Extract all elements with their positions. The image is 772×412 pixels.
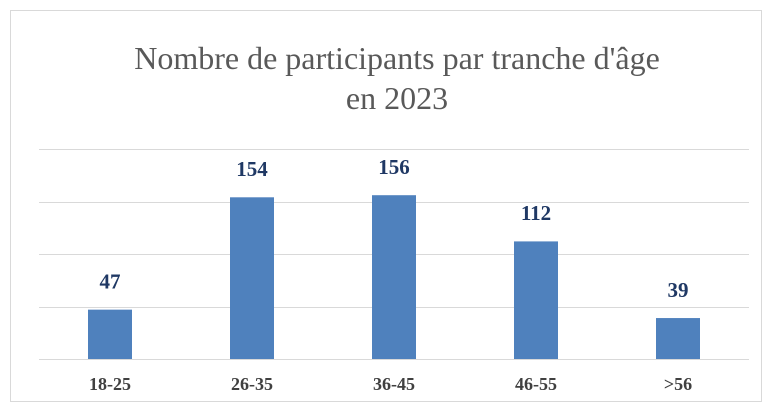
- x-tick-label: 46-55: [515, 374, 557, 394]
- bar: [230, 197, 274, 359]
- value-label: 112: [521, 201, 551, 225]
- bar: [372, 195, 416, 359]
- x-tick-label: 26-35: [231, 374, 273, 394]
- x-tick-label: 36-45: [373, 374, 415, 394]
- bar: [514, 241, 558, 359]
- x-tick-label: 18-25: [89, 374, 131, 394]
- x-tick-label: >56: [664, 374, 692, 394]
- bar: [88, 309, 132, 359]
- value-label: 156: [378, 155, 410, 179]
- chart-title: Nombre de participants par tranche d'âge…: [134, 40, 660, 116]
- value-label: 47: [100, 269, 121, 293]
- bar: [656, 318, 700, 359]
- value-label: 39: [668, 278, 689, 302]
- value-label: 154: [236, 157, 268, 181]
